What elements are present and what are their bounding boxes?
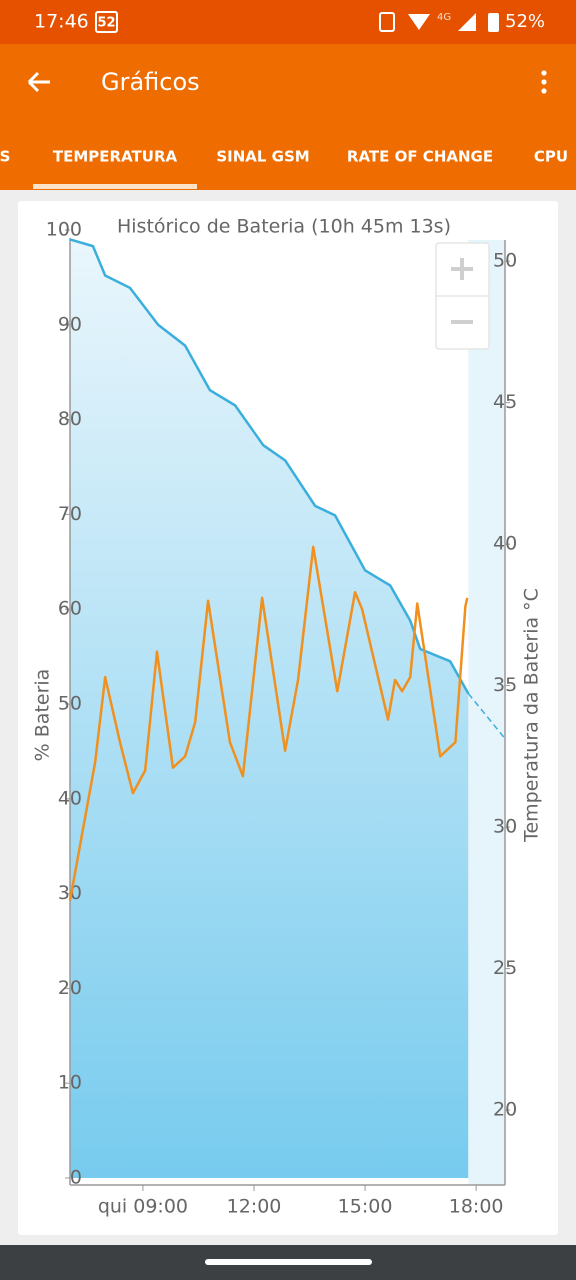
y-tick-label: 70: [58, 503, 82, 525]
battery-icon: [488, 13, 499, 32]
battery-text: 52%: [505, 11, 545, 32]
home-indicator[interactable]: [205, 1259, 372, 1265]
y2-tick-label: 20: [493, 1099, 517, 1121]
notification-icon: [95, 11, 118, 33]
y-tick-label: 90: [58, 313, 82, 335]
y-tick-label: 20: [58, 977, 82, 999]
tab[interactable]: S: [0, 148, 10, 166]
notification-text: 52: [97, 16, 115, 31]
menu-button[interactable]: [541, 70, 547, 94]
menu-dot[interactable]: [541, 88, 547, 94]
x-tick-label: 12:00: [227, 1196, 282, 1218]
tab[interactable]: TEMPERATURA: [53, 148, 178, 166]
y2-tick-label: 35: [493, 674, 517, 696]
chart-title: Histórico de Bateria (10h 45m 13s): [117, 216, 451, 238]
y-tick-label: 40: [58, 787, 82, 809]
tab-bar: S TEMPERATURA SINAL GSM RATE OF CHANGE CPU: [0, 148, 568, 189]
series-line: [69, 238, 470, 695]
menu-dot[interactable]: [541, 79, 547, 85]
y-tick-label: 50: [58, 693, 82, 715]
network-type: 4G: [437, 12, 451, 23]
y2-tick-label: 45: [493, 391, 517, 413]
y-tick-label: 80: [58, 408, 82, 430]
back-arrow[interactable]: [27, 71, 50, 93]
area-fill: [70, 239, 469, 1179]
tab[interactable]: SINAL GSM: [216, 148, 309, 166]
status-time: 17:46: [34, 11, 89, 33]
tab[interactable]: CPU: [534, 148, 568, 166]
tab[interactable]: RATE OF CHANGE: [347, 148, 493, 166]
app-title: Gráficos: [101, 68, 200, 96]
chart: Histórico de Bateria (10h 45m 13s) % Bate…: [32, 216, 543, 1218]
back-button[interactable]: [27, 71, 50, 93]
y-tick-label: 30: [58, 882, 82, 904]
zoom-in[interactable]: [451, 258, 473, 280]
vibrate-icon: [379, 12, 395, 32]
tab-indicator: [33, 184, 197, 189]
zoom-controls: [435, 242, 490, 350]
menu-dot[interactable]: [541, 70, 547, 76]
y-tick-label: 100: [46, 219, 82, 241]
y2-axis-label: Temperatura da Bateria °C: [521, 588, 543, 843]
y-tick-label: 60: [58, 598, 82, 620]
y2-tick-label: 30: [493, 816, 517, 838]
y2-tick-label: 50: [493, 250, 517, 272]
y-tick-label: 10: [58, 1072, 82, 1094]
y-tick-label: 0: [70, 1167, 82, 1189]
y-axis-label: % Bateria: [32, 669, 54, 762]
projection-region: [468, 240, 505, 1185]
x-tick-label: qui 09:00: [98, 1196, 188, 1218]
series-line: [68, 545, 469, 901]
y2-tick-label: 40: [493, 533, 517, 555]
signal-icon: [458, 13, 476, 31]
y2-tick-label: 25: [493, 957, 517, 979]
x-tick-label: 15:00: [338, 1196, 393, 1218]
wifi-icon: [408, 14, 430, 30]
x-tick-label: 18:00: [449, 1196, 504, 1218]
app-bar: [0, 44, 576, 190]
